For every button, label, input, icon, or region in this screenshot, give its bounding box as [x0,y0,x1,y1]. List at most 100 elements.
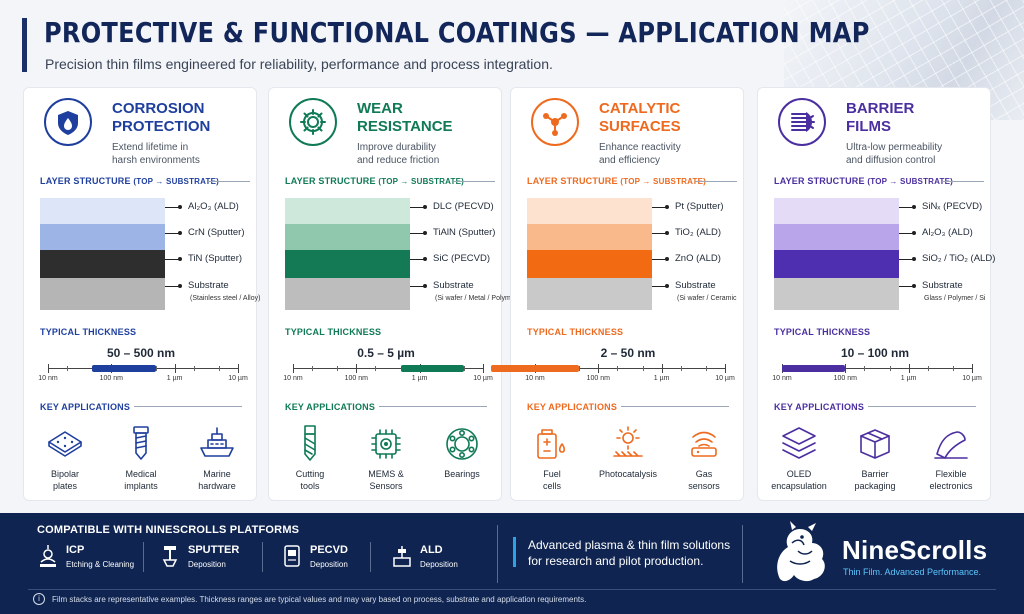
application-label: Gas sensors [669,468,739,492]
film-layer [527,224,652,250]
platform-desc: Deposition [310,560,348,569]
leader-line [652,207,666,208]
section-heading-sub: (TOP → SUBSTRATE) [867,177,954,186]
layer-label: ZnO (ALD) [675,253,721,264]
scale-minor-tick [218,366,220,371]
scale-tick [598,364,600,373]
layer-label: Al₂O₃ (ALD) [188,201,239,212]
scale-tick-label: 10 µm [715,375,735,382]
application-label-line: tools [300,481,320,491]
film-layer [527,250,652,278]
application-label-line: Photocatalysis [598,469,658,479]
scale-tick-label: 10 nm [283,375,303,382]
section-key-applications: KEY APPLICATIONS [40,402,131,412]
card-description: Improve durability and reduce friction [357,141,439,167]
layer-label: DLC (PECVD) [433,201,494,212]
thickness-value: 2 – 50 nm [600,346,656,360]
coating-card: CORROSION PROTECTION Extend lifetime in … [23,87,261,501]
platform-sputter[interactable]: SPUTTER Deposition [159,542,269,572]
thickness-range-bar [490,365,580,372]
scale-tick-label: 100 nm [586,375,611,382]
film-layer [40,278,165,310]
thickness-scale [782,363,973,377]
card-title-line: SURFACES [599,118,681,135]
leader-line [410,207,424,208]
layer-label: TiO₂ (ALD) [675,227,722,238]
application-label-line: Medical [125,469,157,479]
footer-rule [28,589,996,590]
film-layer [774,250,899,278]
application-label-line: implants [124,481,158,491]
section-typical-thickness: TYPICAL THICKNESS [527,327,624,337]
layer-label: TiN (Sputter) [188,253,243,264]
substrate-note: (Stainless steel / Alloy) [190,295,261,302]
application-label: Photocatalysis [593,468,663,480]
application-label-line: plates [52,481,78,491]
layer-stack: SiNₓ (PECVD) Al₂O₃ (ALD) SiO₂ / TiO₂ (ALD)… [774,198,995,310]
application-label: Medical implants [106,468,176,492]
platform-ald[interactable]: ALD Deposition [391,542,481,572]
layer-stack: DLC (PECVD) TiAlN (Sputter) SiC (PECVD) Sub… [285,198,519,310]
leader-line [899,207,913,208]
footer-tagline: Advanced plasma & thin film solutions fo… [528,537,730,569]
leader-dot [423,231,427,235]
page-header: PROTECTIVE & FUNCTIONAL COATINGS — APPLI… [22,14,869,74]
gas-sensor-icon [691,431,717,457]
leader-line [410,233,424,234]
leader-dot [912,257,916,261]
card-description-line: Extend lifetime in [112,142,189,153]
section-rule [453,181,495,182]
card-title-line: PROTECTION [112,118,211,135]
application-label-line: Sensors [369,481,403,491]
application-label: Cutting tools [275,468,345,492]
leader-line [652,233,666,234]
platform-name: ALD [420,544,443,556]
platform-name: ICP [66,544,85,556]
sun-surface-icon [613,426,643,457]
platform-divider [370,542,371,572]
section-heading-sub: (TOP → SUBSTRATE) [133,177,220,186]
scale-axis [782,368,972,369]
scale-minor-tick [617,366,619,371]
section-heading-sub: (TOP → SUBSTRATE) [620,177,707,186]
application-label-line: Marine [203,469,231,479]
platform-name: SPUTTER [188,544,240,556]
layer-label: SiC (PECVD) [433,253,491,264]
application-item: Cutting tools [275,424,345,492]
bipolar-plate-icon [48,431,82,457]
footer-divider [742,525,743,583]
film-layer [774,224,899,250]
card-icon-badge [44,98,92,146]
thickness-range-bar [400,365,464,372]
scale-tick [661,364,663,373]
scale-tick [483,364,484,373]
info-icon: i [33,593,45,605]
thickness-value: 10 – 100 nm [840,346,910,360]
platform-desc: Deposition [420,560,458,569]
application-item: Medical implants [106,424,176,492]
layer-label: Substrate [675,280,716,291]
application-label: Marine hardware [182,468,252,492]
thickness-value: 0.5 – 5 µm [357,346,415,360]
scale-tick-label: 10 µm [962,375,982,382]
application-label-line: Flexible [935,469,967,479]
platform-pecvd[interactable]: PECVD Deposition [281,542,381,572]
screw-implant-icon [133,426,149,460]
package-icon [860,429,890,459]
scale-tick-label: 100 nm [833,375,858,382]
substrate-note: (Si wafer / Metal / Polymer) [435,295,520,302]
film-layer [40,198,165,224]
film-layer [527,278,652,310]
section-rule [868,406,976,407]
layer-label: TiAlN (Sputter) [433,227,496,238]
section-rule [208,181,250,182]
layers-icon [782,427,816,459]
film-layer [774,278,899,310]
section-rule [942,181,984,182]
title-accent-bar [22,18,27,72]
tagline-line: for research and pilot production. [528,554,704,568]
platform-icp[interactable]: ICP Etching & Cleaning [37,542,157,572]
section-typical-thickness: TYPICAL THICKNESS [40,327,137,337]
card-description-line: Enhance reactivity [599,142,681,153]
application-label: MEMS & Sensors [351,468,421,492]
